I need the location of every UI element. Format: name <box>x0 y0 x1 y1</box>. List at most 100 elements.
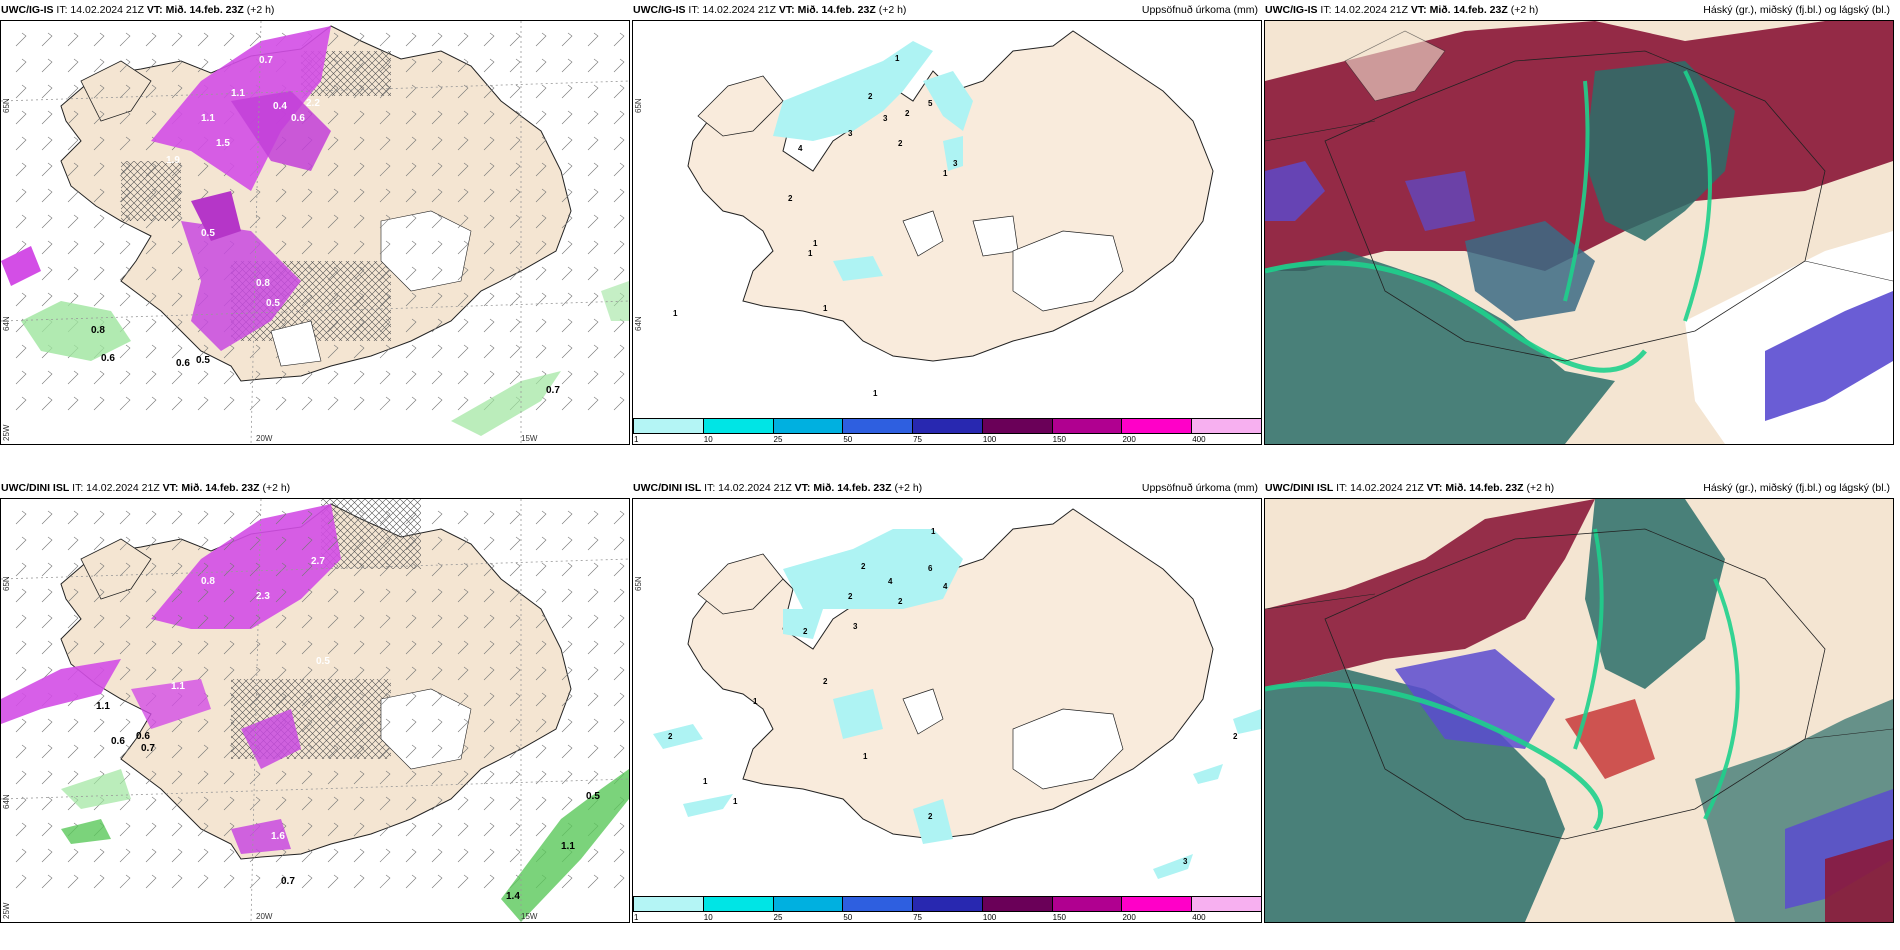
precip-label: 2 <box>823 677 828 686</box>
wind-barb <box>93 240 105 255</box>
wind-barb <box>327 370 339 385</box>
wind-barb <box>145 874 157 889</box>
wind-barb <box>119 318 131 333</box>
wind-barb <box>535 796 547 811</box>
wind-barb <box>15 770 27 785</box>
wind-barb <box>15 796 27 811</box>
wind-barb <box>353 848 365 863</box>
wind-barb <box>15 344 27 359</box>
map-frame[interactable]: 2.7 0.8 2.3 1.1 0.8 1.6 0.5 1.1 0.6 0.6 … <box>0 498 630 923</box>
precip-label: 1 <box>873 389 878 398</box>
wind-barb <box>379 536 391 551</box>
wind-barb <box>223 32 235 47</box>
valid-time: VT: Mið. 14.feb. 23Z <box>162 482 260 494</box>
wind-barb <box>15 666 27 681</box>
wind-barb <box>431 614 443 629</box>
wind-barb <box>93 58 105 73</box>
wind-barb <box>587 510 599 525</box>
wind-barb <box>483 822 495 837</box>
colorbar-tick-label: 1 <box>634 435 639 444</box>
wind-barb <box>483 110 495 125</box>
wind-barb <box>327 136 339 151</box>
wind-barb <box>327 188 339 203</box>
precip-label: 2 <box>803 627 808 636</box>
precip-label: 0.6 <box>111 736 125 747</box>
wind-barb <box>301 588 313 603</box>
wind-barb <box>249 510 261 525</box>
wind-barb <box>613 822 625 837</box>
precip-label: 1 <box>753 697 758 706</box>
wind-barb <box>405 188 417 203</box>
wind-barb <box>249 640 261 655</box>
precip-label: 0.6 <box>136 731 150 742</box>
wind-barb <box>41 848 53 863</box>
precip-label: 1.1 <box>201 113 215 124</box>
wind-barb <box>561 188 573 203</box>
map-frame[interactable]: 1 2 4 6 4 2 2 3 2 1 2 1 2 1 1 2 3 2 65N … <box>632 498 1262 923</box>
wind-barb <box>535 214 547 229</box>
wind-barb <box>327 614 339 629</box>
wind-barb <box>535 718 547 733</box>
colorbar-swatch <box>981 896 1053 912</box>
colorbar: 1 10 25 50 75 100 150 200 400 <box>633 894 1261 922</box>
wind-barb <box>535 614 547 629</box>
lat-label: 64N <box>2 794 11 809</box>
colorbar-swatch <box>842 896 914 912</box>
wind-barb <box>223 396 235 411</box>
wind-barb <box>41 510 53 525</box>
wind-barb <box>301 796 313 811</box>
map-frame[interactable] <box>1264 498 1894 923</box>
wind-barb <box>41 214 53 229</box>
wind-barb <box>249 614 261 629</box>
wind-barb <box>457 536 469 551</box>
wind-barb <box>275 796 287 811</box>
wind-barb <box>457 822 469 837</box>
wind-barb <box>509 84 521 99</box>
wind-barb <box>457 32 469 47</box>
wind-barb <box>535 162 547 177</box>
wind-barb <box>457 770 469 785</box>
wind-barb <box>223 562 235 577</box>
wind-barb <box>457 396 469 411</box>
wind-barb <box>223 692 235 707</box>
wind-barb <box>353 110 365 125</box>
wind-barb <box>457 848 469 863</box>
wind-barb <box>613 162 625 177</box>
wind-barb <box>431 110 443 125</box>
wind-barb <box>405 718 417 733</box>
wind-barb <box>197 396 209 411</box>
map-frame[interactable]: 0.7 1.1 1.1 1.5 0.4 2.2 0.6 1.9 0.5 0.8 … <box>0 20 630 445</box>
wind-barb <box>457 692 469 707</box>
wind-barb <box>15 396 27 411</box>
wind-barb <box>301 292 313 307</box>
map-frame[interactable] <box>1264 20 1894 445</box>
wind-barb <box>327 58 339 73</box>
wind-barb <box>613 344 625 359</box>
wind-barb <box>353 58 365 73</box>
precip-label: 0.5 <box>316 656 330 667</box>
lon-label: 20W <box>256 912 273 921</box>
wind-barb <box>405 692 417 707</box>
wind-barb <box>93 874 105 889</box>
wind-barb <box>379 874 391 889</box>
wind-barb <box>327 318 339 333</box>
precip-label: 5 <box>928 99 933 108</box>
wind-barb <box>483 692 495 707</box>
wind-barb <box>587 110 599 125</box>
map-frame[interactable]: 1 2 3 2 5 4 3 2 1 2 1 1 1 3 1 1 65N 64N … <box>632 20 1262 445</box>
wind-barb <box>405 770 417 785</box>
wind-barb <box>93 718 105 733</box>
wind-barb <box>41 240 53 255</box>
wind-barb <box>613 266 625 281</box>
wind-barb <box>483 848 495 863</box>
wind-barb <box>561 370 573 385</box>
wind-barb <box>457 510 469 525</box>
wind-barb <box>41 32 53 47</box>
wind-barb <box>275 692 287 707</box>
wind-barb <box>197 718 209 733</box>
wind-barb <box>41 718 53 733</box>
precip-label: 1 <box>733 797 738 806</box>
wind-barb <box>509 796 521 811</box>
init-time: IT: 14.02.2024 21Z <box>1320 4 1408 16</box>
wind-barb <box>171 718 183 733</box>
